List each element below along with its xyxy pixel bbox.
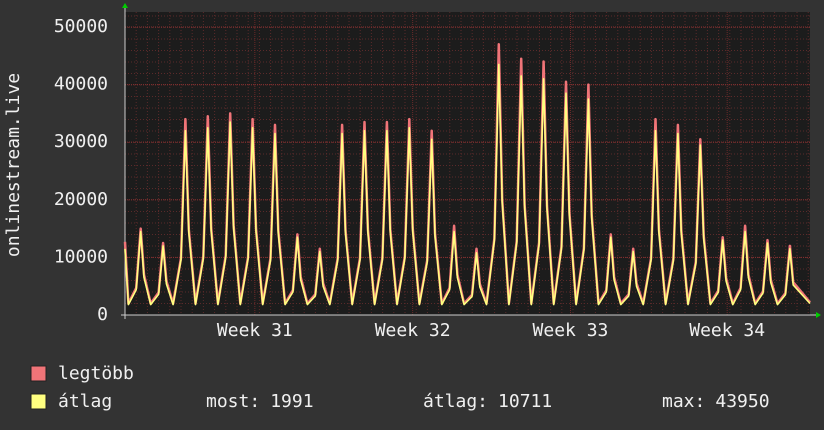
y-tick-label: 20000 (54, 189, 108, 210)
y-tick-label: 40000 (54, 74, 108, 95)
x-tick-label: Week 31 (217, 320, 293, 341)
axis-arrow (816, 312, 821, 318)
stat-value: 10711 (498, 391, 552, 412)
stat-value: 1991 (270, 391, 313, 412)
legend-swatch (30, 393, 47, 410)
stat: max: 43950 (662, 391, 770, 412)
stat-label: átlag: (423, 391, 488, 412)
stat: most: 1991 (206, 391, 314, 412)
stat-value: 43950 (715, 391, 769, 412)
x-tick-label: Week 34 (689, 320, 765, 341)
stat-label: max: (662, 391, 705, 412)
legend-label: legtöbb (58, 363, 134, 384)
legend-swatch (30, 365, 47, 382)
x-tick-label: Week 33 (533, 320, 609, 341)
x-tick-label: Week 32 (375, 320, 451, 341)
y-tick-label: 50000 (54, 16, 108, 37)
y-tick-label: 10000 (54, 246, 108, 267)
axis-arrow (122, 3, 128, 8)
legend-label: átlag (58, 391, 112, 412)
stat: átlag: 10711 (423, 391, 552, 412)
y-axis-label: onlinestream.live (3, 73, 24, 257)
stat-label: most: (206, 391, 260, 412)
y-tick-label: 30000 (54, 131, 108, 152)
y-tick-label: 0 (97, 304, 108, 325)
series-line (124, 63, 811, 306)
